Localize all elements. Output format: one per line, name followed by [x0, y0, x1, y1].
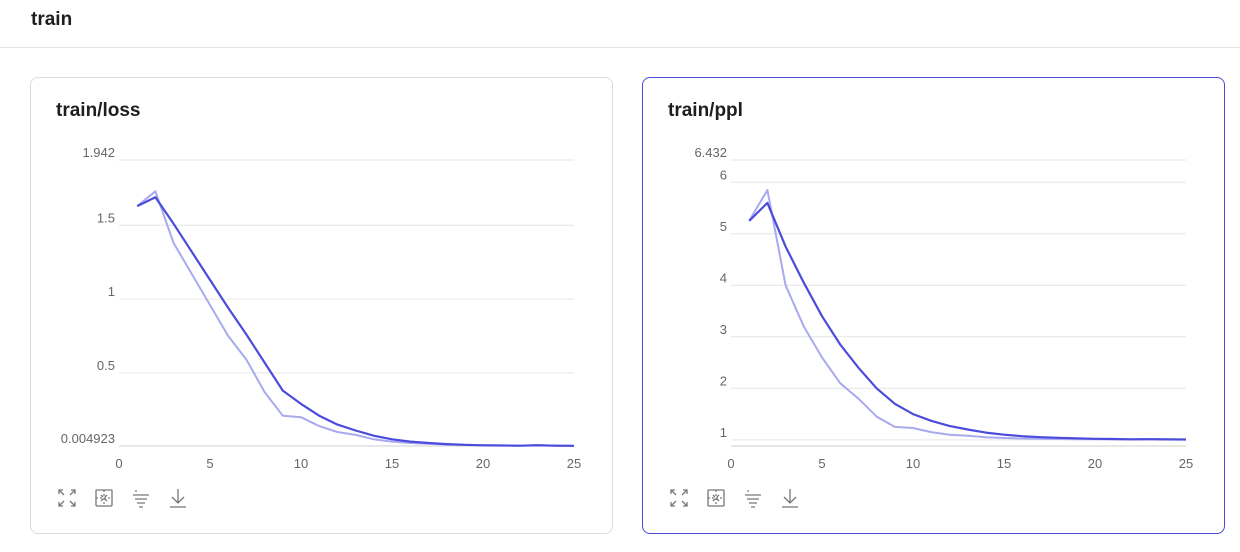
y-tick-label: 5: [720, 219, 727, 234]
x-tick-label: 5: [206, 456, 213, 471]
x-tick-label: 15: [997, 456, 1011, 471]
y-tick-label: 0.5: [97, 358, 115, 373]
line-chart-train-loss[interactable]: 0.004923 0.5 1 1.5 1.942 0 5 10 15 20 25: [31, 78, 614, 478]
y-tick-label: 6.432: [694, 145, 727, 160]
y-tick-label: 1.5: [97, 210, 115, 225]
x-tick-label: 5: [818, 456, 825, 471]
x-tick-label: 0: [727, 456, 734, 471]
series-line-smoothed: [136, 196, 575, 447]
y-tick-label: 6: [720, 167, 727, 182]
section-header: train: [0, 0, 1240, 48]
x-tick-label: 15: [385, 456, 399, 471]
chart-title: train/loss: [56, 100, 141, 121]
x-tick-label: 20: [1088, 456, 1102, 471]
y-tick-label: 4: [720, 270, 727, 285]
chart-toolbar: [668, 487, 801, 509]
chart-card-train-loss[interactable]: train/loss 0.004923 0.5 1 1.5 1.942 0 5 10 15 20 2…: [30, 77, 613, 534]
y-tick-label: 3: [720, 322, 727, 337]
x-tick-label: 10: [294, 456, 308, 471]
series-line-raw: [748, 189, 1186, 441]
x-tick-label: 10: [906, 456, 920, 471]
download-icon[interactable]: [167, 487, 189, 509]
fit-selection-icon[interactable]: [93, 487, 115, 509]
line-chart-train-ppl[interactable]: 1 2 3 4 5 6 6.432 0 5 10 15 20 25: [643, 78, 1226, 478]
series-line-smoothed: [748, 201, 1187, 441]
download-icon[interactable]: [779, 487, 801, 509]
filter-icon[interactable]: [742, 487, 764, 509]
y-tick-label: 1: [720, 425, 727, 440]
chart-title: train/ppl: [668, 100, 743, 121]
section-title: train: [31, 9, 73, 30]
y-tick-label: 0.004923: [61, 431, 115, 446]
filter-icon[interactable]: [130, 487, 152, 509]
chart-card-train-ppl[interactable]: train/ppl 1 2 3 4 5 6 6.432 0 5 10 15 20 25: [642, 77, 1225, 534]
chart-toolbar: [56, 487, 189, 509]
y-tick-label: 1.942: [82, 145, 115, 160]
expand-icon[interactable]: [56, 487, 78, 509]
y-tick-label: 2: [720, 373, 727, 388]
x-tick-label: 0: [115, 456, 122, 471]
y-tick-label: 1: [108, 284, 115, 299]
x-tick-label: 25: [1179, 456, 1193, 471]
expand-icon[interactable]: [668, 487, 690, 509]
series-line-raw: [136, 190, 574, 447]
x-tick-label: 25: [567, 456, 581, 471]
x-tick-label: 20: [476, 456, 490, 471]
fit-selection-icon[interactable]: [705, 487, 727, 509]
